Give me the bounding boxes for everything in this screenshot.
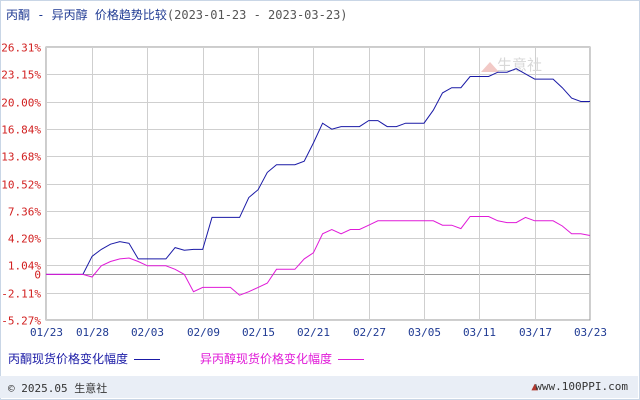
y-tick-label: 16.84% [1,124,41,137]
legend-label-acetone: 丙酮现货价格变化幅度 [8,352,129,366]
y-tick-label: -2.11% [1,288,41,301]
legend-item-ipa: 异丙醇现货价格变化幅度 [200,350,365,367]
footer-bar: © 2025.05 生意社 ▲ www.100PPI.com [0,376,638,398]
x-tick-label: 03/23 [574,326,607,339]
y-tick-label: 13.68% [1,151,41,164]
x-tick-label: 02/21 [297,326,330,339]
y-tick-label: 7.36% [8,206,41,219]
series-line-1 [46,68,590,275]
x-tick-label: 03/11 [463,326,496,339]
legend-item-acetone: 丙酮现货价格变化幅度 [8,350,161,367]
footer-copyright: © 2025.05 生意社 [8,382,108,395]
y-tick-label: -5.27% [1,315,41,328]
chart-title: 丙酮 - 异丙醇 价格趋势比较(2023-01-23 - 2023-03-23) [6,6,348,23]
y-tick-label: 4.20% [8,233,41,246]
x-tick-label: 02/03 [131,326,164,339]
y-tick-label: 20.00% [1,97,41,110]
x-tick-label: 01/28 [76,326,109,339]
footer-url: www.100PPI.com [535,380,628,393]
footer-logo-icon: ▲ [531,380,538,393]
x-tick-label: 02/15 [242,326,275,339]
plot-area [45,46,591,321]
y-tick-label: 0 [34,269,41,282]
y-tick-label: 10.52% [1,179,41,192]
x-tick-label: 03/05 [408,326,441,339]
legend-label-ipa: 异丙醇现货价格变化幅度 [200,352,333,366]
legend-swatch-ipa [338,359,365,360]
x-tick-label: 03/17 [519,326,552,339]
x-tick-label: 02/27 [353,326,386,339]
title-date-range: (2023-01-23 - 2023-03-23) [166,8,348,22]
y-tick-label: 23.15% [1,69,41,82]
y-tick-label: 1.04% [8,260,41,273]
y-tick-label: 26.31% [1,42,41,55]
title-main: 丙酮 - 异丙醇 价格趋势比较 [6,8,167,22]
series-line-2 [46,216,591,296]
watermark-text: 生意社 [497,56,542,74]
watermark-house-icon [481,62,499,72]
legend-swatch-acetone [134,359,161,360]
x-tick-label: 02/09 [187,326,220,339]
x-tick-label: 01/23 [30,326,63,339]
